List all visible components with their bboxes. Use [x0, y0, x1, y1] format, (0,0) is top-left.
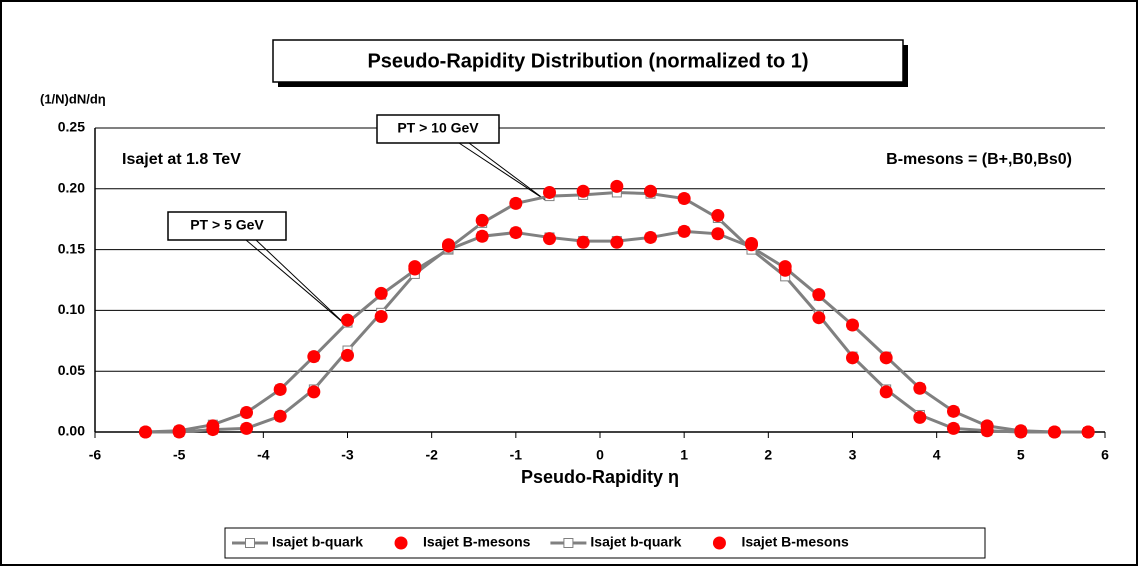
- point: [442, 238, 455, 252]
- y-axis-label: (1/N)dN/dη: [40, 91, 106, 106]
- annotation: PT > 5 GeV: [190, 217, 264, 233]
- point: [206, 423, 220, 437]
- point: [913, 410, 927, 424]
- point: [307, 350, 321, 364]
- x-tick-label: 3: [849, 447, 857, 463]
- point: [879, 385, 893, 399]
- point: [307, 385, 321, 399]
- point: [543, 232, 556, 246]
- callout-box: [376, 114, 500, 144]
- point: [745, 237, 758, 251]
- point: [576, 235, 590, 249]
- point: [273, 409, 287, 423]
- point: [846, 318, 859, 332]
- callout-pointer: [255, 239, 346, 325]
- y-tick-label: 0.10: [58, 301, 85, 317]
- point: [812, 311, 826, 325]
- point: [947, 421, 960, 435]
- x-tick-label: 2: [764, 447, 772, 463]
- point: [1014, 425, 1028, 439]
- point: [610, 235, 624, 249]
- point: [711, 227, 725, 241]
- legend-box: [224, 527, 986, 559]
- legend-symbol: [563, 538, 574, 548]
- legend-symbol: [245, 538, 255, 548]
- point: [677, 224, 691, 238]
- point: [509, 196, 523, 210]
- x-tick-label: 4: [933, 447, 941, 463]
- chart-title: Pseudo-Rapidity Distribution (normalized…: [367, 50, 808, 72]
- x-tick-label: -5: [173, 447, 186, 463]
- callout-pointer: [245, 239, 346, 325]
- point: [475, 229, 489, 243]
- legend-label: Isajet B-mesons: [741, 534, 849, 550]
- y-tick-label: 0.00: [58, 423, 85, 439]
- y-tick-label: 0.05: [58, 362, 85, 378]
- x-tick-label: 0: [596, 447, 604, 463]
- y-tick-label: 0.20: [58, 180, 85, 196]
- x-axis-label: Pseudo-Rapidity η: [521, 467, 679, 487]
- point: [341, 348, 354, 362]
- annotation: PT > 10 GeV: [397, 120, 479, 136]
- y-tick-label: 0.15: [58, 240, 85, 256]
- point: [475, 213, 489, 227]
- x-tick-label: 1: [680, 447, 688, 463]
- x-tick-label: 6: [1101, 447, 1109, 463]
- point: [408, 262, 422, 276]
- point: [240, 421, 253, 435]
- title-box: [272, 39, 904, 83]
- point: [240, 406, 253, 420]
- point: [273, 382, 287, 396]
- point: [947, 404, 960, 418]
- callout-pointer: [468, 142, 546, 201]
- x-tick-label: 5: [1017, 447, 1025, 463]
- point: [711, 209, 725, 223]
- point: [543, 185, 556, 199]
- x-tick-label: -1: [510, 447, 523, 463]
- point: [610, 179, 624, 193]
- point: [509, 226, 523, 240]
- y-tick-label: 0.25: [58, 119, 85, 135]
- annotation: B-mesons = (B+,B0,Bs0): [886, 151, 1072, 168]
- legend-symbol: [394, 536, 408, 550]
- point: [879, 351, 893, 365]
- point: [644, 184, 657, 198]
- point: [172, 425, 186, 439]
- legend-label: Isajet b-quark: [590, 534, 681, 550]
- x-tick-label: -3: [341, 447, 354, 463]
- point: [341, 313, 354, 327]
- point: [812, 288, 826, 302]
- x-tick-label: -6: [89, 447, 102, 463]
- point: [644, 230, 657, 244]
- annotation: Isajet at 1.8 TeV: [122, 151, 241, 168]
- point: [778, 263, 792, 277]
- point: [374, 286, 388, 300]
- point: [1048, 425, 1061, 439]
- point: [576, 184, 590, 198]
- point: [980, 424, 994, 438]
- legend-label: Isajet b-quark: [272, 534, 363, 550]
- point: [1081, 425, 1095, 439]
- point: [913, 381, 927, 395]
- callout-pointer: [458, 142, 546, 201]
- point: [374, 309, 388, 323]
- point: [846, 351, 859, 365]
- x-tick-label: -2: [425, 447, 438, 463]
- point: [677, 192, 691, 206]
- legend-label: Isajet B-mesons: [423, 534, 531, 550]
- x-tick-label: -4: [257, 447, 270, 463]
- point: [139, 425, 152, 439]
- callout-box: [167, 211, 287, 241]
- legend-symbol: [712, 536, 726, 550]
